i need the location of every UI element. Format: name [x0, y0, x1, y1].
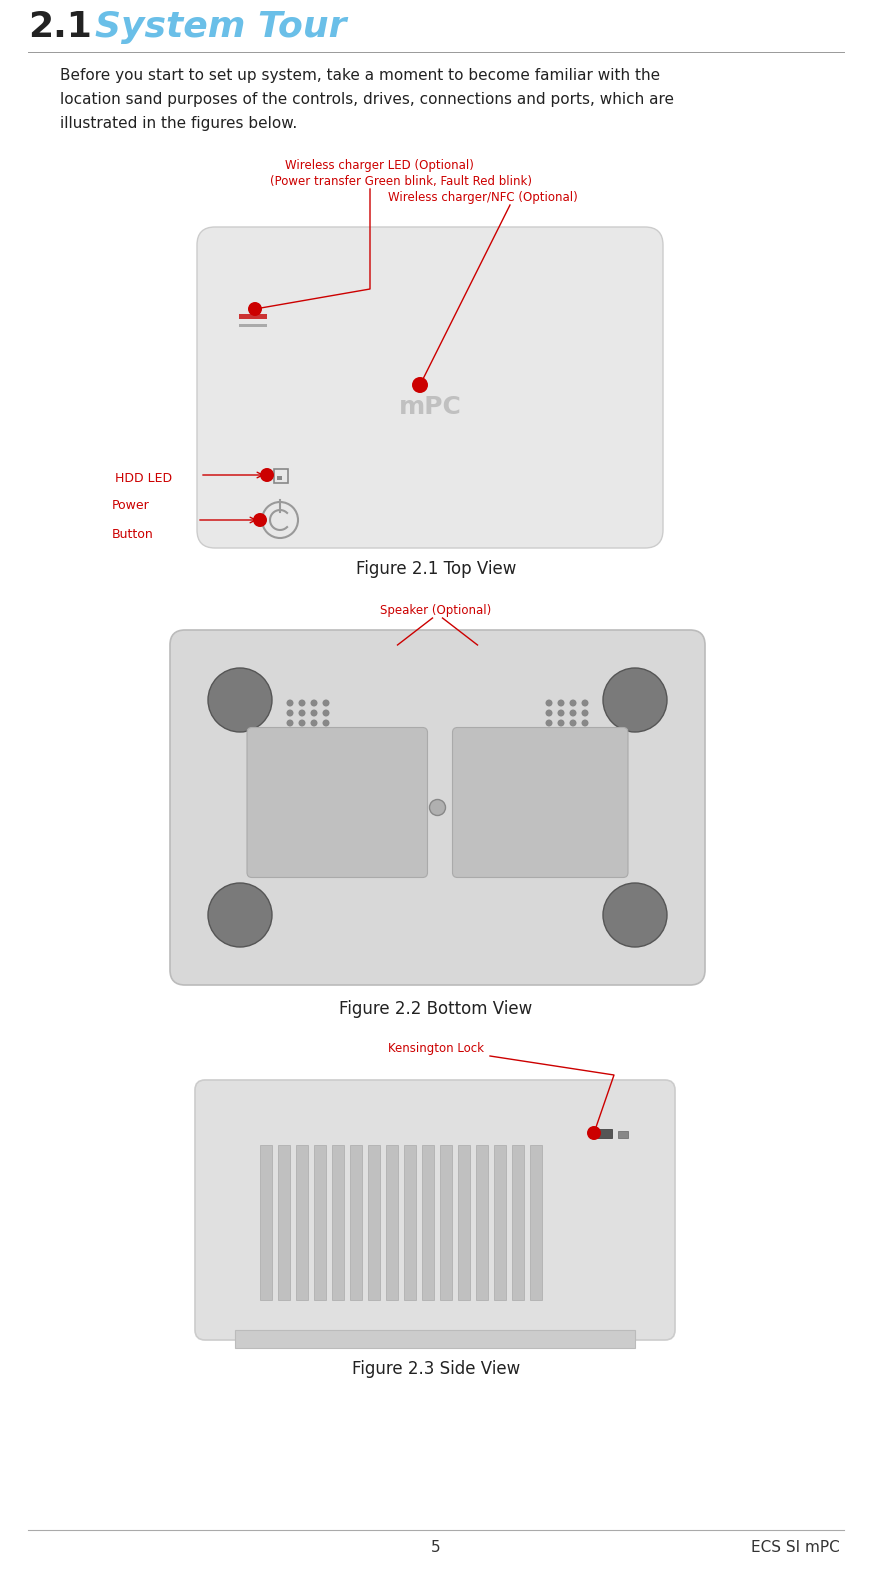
Bar — [476, 1145, 488, 1301]
Bar — [260, 1145, 272, 1301]
Text: location sand purposes of the controls, drives, connections and ports, which are: location sand purposes of the controls, … — [60, 93, 674, 107]
Bar — [239, 314, 267, 319]
Circle shape — [310, 709, 317, 717]
Circle shape — [208, 883, 272, 948]
Circle shape — [260, 468, 274, 482]
Bar — [278, 1145, 290, 1301]
Circle shape — [248, 301, 262, 315]
Circle shape — [298, 700, 305, 706]
Circle shape — [582, 709, 589, 717]
Text: Kensington Lock: Kensington Lock — [388, 1042, 484, 1054]
Bar — [590, 1130, 612, 1138]
Text: Speaker (Optional): Speaker (Optional) — [380, 604, 492, 617]
Text: Figure 2.2 Bottom View: Figure 2.2 Bottom View — [339, 999, 533, 1018]
Circle shape — [287, 709, 294, 717]
Bar — [350, 1145, 362, 1301]
Circle shape — [323, 709, 330, 717]
Circle shape — [603, 883, 667, 948]
Bar — [277, 475, 282, 480]
Bar — [618, 1131, 628, 1138]
Circle shape — [287, 700, 294, 706]
Bar — [332, 1145, 344, 1301]
Circle shape — [412, 377, 428, 392]
Bar — [512, 1145, 524, 1301]
FancyBboxPatch shape — [170, 631, 705, 985]
Text: Figure 2.3 Side View: Figure 2.3 Side View — [352, 1360, 520, 1378]
Circle shape — [546, 700, 553, 706]
Circle shape — [582, 720, 589, 726]
FancyBboxPatch shape — [197, 228, 663, 548]
Circle shape — [546, 720, 553, 726]
Circle shape — [557, 700, 564, 706]
Bar — [296, 1145, 308, 1301]
Bar — [440, 1145, 452, 1301]
Bar — [239, 325, 267, 326]
Bar — [274, 469, 288, 483]
Circle shape — [323, 700, 330, 706]
Circle shape — [287, 720, 294, 726]
FancyBboxPatch shape — [247, 728, 427, 877]
FancyBboxPatch shape — [195, 1079, 675, 1340]
Circle shape — [569, 700, 576, 706]
Text: (Power transfer Green blink, Fault Red blink): (Power transfer Green blink, Fault Red b… — [270, 176, 532, 188]
Text: 2.1: 2.1 — [28, 9, 92, 44]
Text: HDD LED: HDD LED — [115, 472, 172, 485]
Circle shape — [557, 720, 564, 726]
Circle shape — [430, 800, 446, 816]
Text: mPC: mPC — [399, 395, 461, 419]
Bar — [368, 1145, 380, 1301]
Text: Button: Button — [112, 529, 153, 541]
Bar — [530, 1145, 542, 1301]
Text: System Tour: System Tour — [95, 9, 346, 44]
Text: Wireless charger/NFC (Optional): Wireless charger/NFC (Optional) — [388, 191, 578, 204]
Circle shape — [323, 720, 330, 726]
Circle shape — [546, 709, 553, 717]
Bar — [422, 1145, 434, 1301]
Circle shape — [603, 668, 667, 733]
Text: ECS SI mPC: ECS SI mPC — [752, 1541, 840, 1555]
Circle shape — [310, 720, 317, 726]
Circle shape — [557, 709, 564, 717]
Bar — [314, 1145, 326, 1301]
Circle shape — [569, 720, 576, 726]
Circle shape — [587, 1127, 601, 1141]
Text: Before you start to set up system, take a moment to become familiar with the: Before you start to set up system, take … — [60, 67, 660, 83]
Bar — [404, 1145, 416, 1301]
FancyBboxPatch shape — [453, 728, 628, 877]
Text: illustrated in the figures below.: illustrated in the figures below. — [60, 116, 297, 130]
Circle shape — [298, 720, 305, 726]
Bar — [235, 1331, 635, 1348]
Text: Figure 2.1 Top View: Figure 2.1 Top View — [356, 560, 516, 577]
Circle shape — [253, 513, 267, 527]
Circle shape — [310, 700, 317, 706]
Text: 5: 5 — [431, 1541, 441, 1555]
Bar — [386, 1145, 398, 1301]
Text: Power: Power — [112, 499, 150, 511]
Circle shape — [208, 668, 272, 733]
Bar — [494, 1145, 506, 1301]
Circle shape — [569, 709, 576, 717]
Circle shape — [298, 709, 305, 717]
Text: Wireless charger LED (Optional): Wireless charger LED (Optional) — [285, 158, 473, 173]
Bar — [458, 1145, 470, 1301]
Circle shape — [582, 700, 589, 706]
